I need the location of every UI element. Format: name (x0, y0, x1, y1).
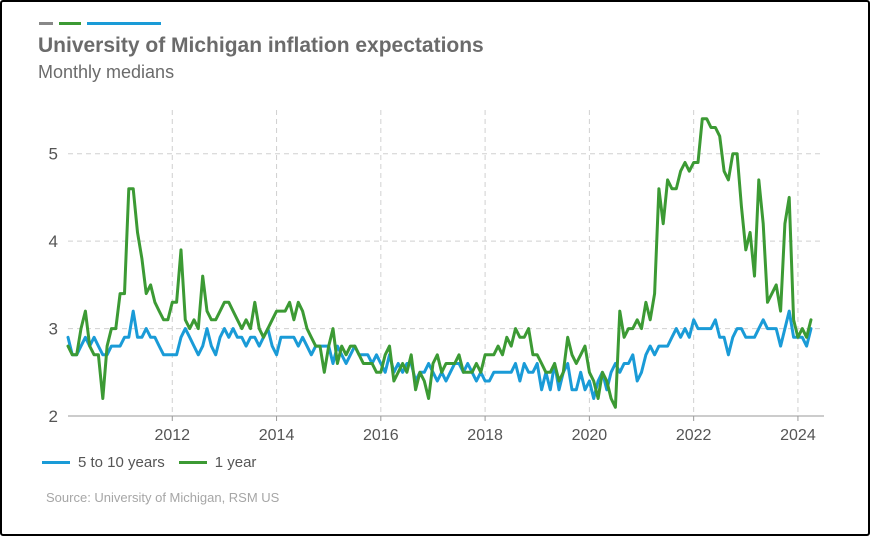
chart-subtitle: Monthly medians (38, 62, 175, 82)
axes: 2 3 4 5 2012 2014 2016 2018 2020 2022 2024 (49, 145, 824, 444)
header-accent-blue (87, 22, 161, 25)
series-lines (66, 117, 813, 409)
x-tick-label: 2016 (363, 427, 399, 444)
legend-label-short-term: 1 year (214, 454, 257, 471)
legend-item-short-term: 1 year (178, 454, 257, 471)
x-tick-label: 2012 (154, 427, 190, 444)
y-tick-label: 5 (49, 145, 58, 164)
chart-title: University of Michigan inflation expecta… (38, 34, 484, 57)
legend-item-long-term: 5 to 10 years (42, 454, 165, 471)
x-tick-label: 2018 (467, 427, 503, 444)
y-tick-label: 3 (49, 320, 58, 339)
legend: 5 to 10 years 1 year (42, 454, 256, 471)
x-tick-label: 2022 (676, 427, 712, 444)
header-accent-gray (39, 22, 53, 25)
legend-label-long-term: 5 to 10 years (78, 454, 165, 471)
header-accent-green (59, 22, 81, 25)
x-tick-label: 2020 (572, 427, 608, 444)
y-tick-label: 4 (49, 232, 58, 251)
source-note: Source: University of Michigan, RSM US (46, 490, 280, 505)
legend-swatch-long-term (42, 461, 70, 464)
x-tick-label: 2014 (259, 427, 295, 444)
series-line-5-to-10-years (66, 309, 813, 400)
x-tick-label: 2024 (780, 427, 816, 444)
legend-swatch-short-term (178, 461, 207, 464)
series-line-1-year (66, 117, 813, 409)
y-tick-label: 2 (49, 407, 58, 426)
